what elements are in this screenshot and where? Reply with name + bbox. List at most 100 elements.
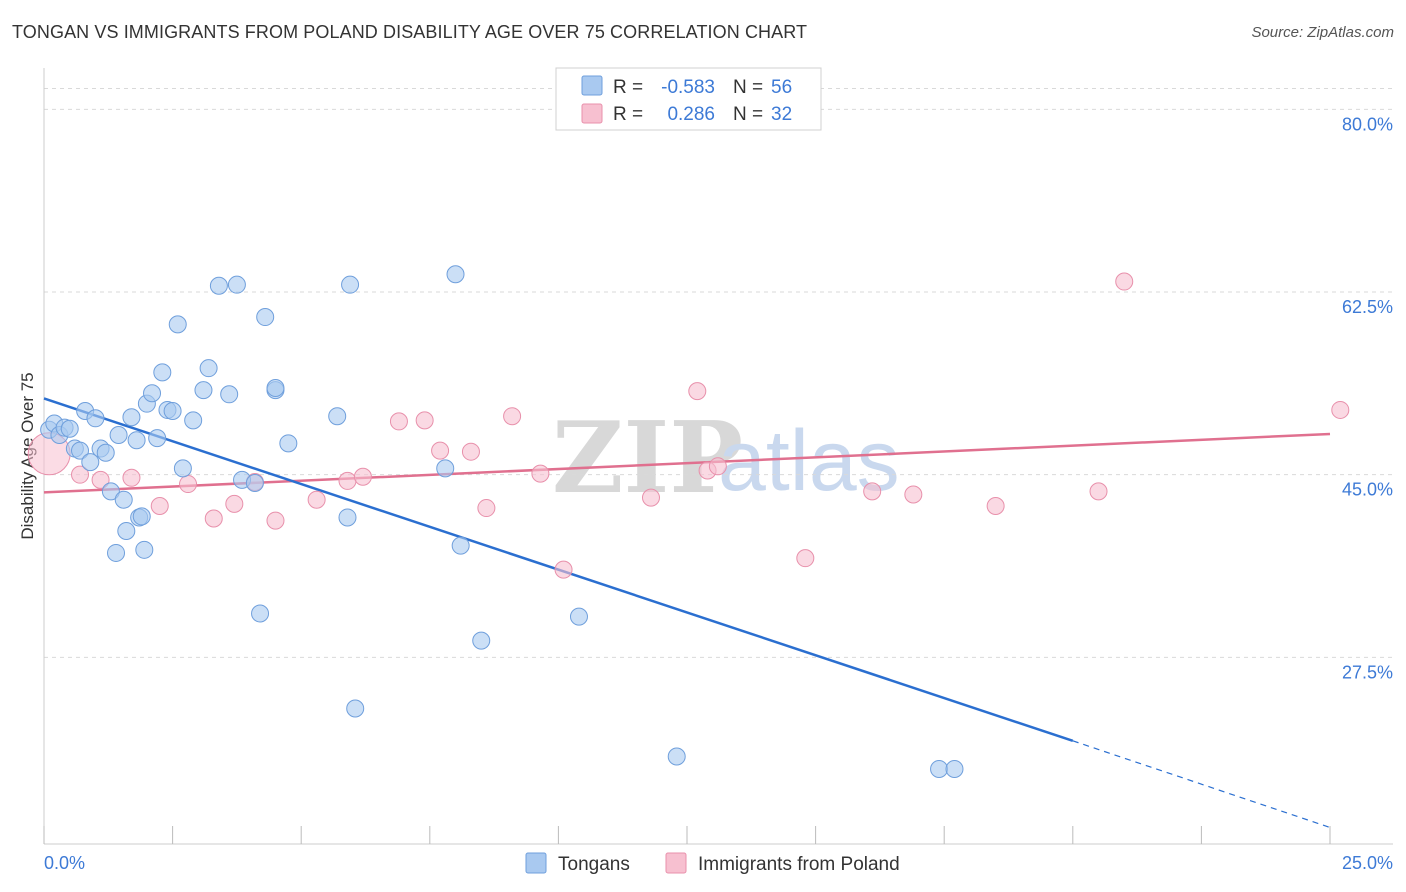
point-tongans bbox=[71, 441, 90, 460]
point-tongans bbox=[109, 425, 128, 444]
point-poland bbox=[531, 464, 550, 483]
point-poland bbox=[503, 407, 522, 426]
legend-r-value-tongans: -0.583 bbox=[661, 77, 715, 98]
point-tongans bbox=[148, 429, 167, 448]
point-tongans bbox=[451, 536, 470, 555]
point-tongans bbox=[60, 419, 79, 438]
bottom-legend-swatch-tongans[interactable] bbox=[525, 852, 547, 874]
point-poland bbox=[708, 457, 727, 476]
point-poland bbox=[1089, 482, 1108, 501]
point-poland bbox=[863, 482, 882, 501]
bottom-legend-label-tongans[interactable]: Tongans bbox=[558, 854, 630, 875]
point-tongans bbox=[122, 408, 141, 427]
correlation-legend: R = -0.583 N = 56 R = 0.286 N = 32 bbox=[555, 67, 822, 131]
point-tongans bbox=[107, 543, 126, 562]
y-tick-label: 45.0% bbox=[1342, 480, 1393, 500]
legend-n-label-poland: N = bbox=[733, 104, 763, 125]
trend-lines bbox=[43, 397, 1331, 829]
point-tongans bbox=[81, 453, 100, 472]
point-poland bbox=[477, 499, 496, 518]
legend-r-label-tongans: R = bbox=[613, 77, 643, 98]
point-tongans bbox=[153, 363, 172, 382]
point-tongans bbox=[472, 631, 491, 650]
bottom-legend-swatch-poland[interactable] bbox=[665, 852, 687, 874]
series-legend[interactable]: Tongans Immigrants from Poland bbox=[525, 852, 900, 875]
point-tongans bbox=[173, 459, 192, 478]
point-poland bbox=[431, 441, 450, 460]
point-poland bbox=[204, 509, 223, 528]
point-tongans bbox=[569, 607, 588, 626]
trend-line-tongans-extrapolated bbox=[1072, 740, 1331, 829]
point-tongans bbox=[256, 308, 275, 327]
point-tongans bbox=[132, 507, 151, 526]
point-poland bbox=[461, 442, 480, 461]
y-tick-label: 62.5% bbox=[1342, 297, 1393, 317]
point-tongans bbox=[194, 381, 213, 400]
point-tongans bbox=[266, 379, 285, 398]
series-tongans-points bbox=[40, 265, 964, 779]
point-tongans bbox=[168, 315, 187, 334]
point-poland bbox=[688, 382, 707, 401]
point-poland bbox=[353, 467, 372, 486]
x-tick-label-max: 25.0% bbox=[1342, 853, 1393, 873]
point-tongans bbox=[341, 275, 360, 294]
point-tongans bbox=[96, 443, 115, 462]
point-tongans bbox=[338, 508, 357, 527]
point-tongans bbox=[86, 409, 105, 428]
point-poland bbox=[150, 496, 169, 515]
chart-title: TONGAN VS IMMIGRANTS FROM POLAND DISABIL… bbox=[12, 22, 808, 42]
point-tongans bbox=[143, 384, 162, 403]
point-tongans bbox=[127, 431, 146, 450]
x-tick-label-min: 0.0% bbox=[44, 853, 85, 873]
legend-r-label-poland: R = bbox=[613, 104, 643, 125]
point-tongans bbox=[436, 459, 455, 478]
point-poland bbox=[266, 511, 285, 530]
point-tongans bbox=[114, 490, 133, 509]
point-poland bbox=[307, 490, 326, 509]
point-poland bbox=[641, 488, 660, 507]
point-tongans bbox=[220, 385, 239, 404]
point-tongans bbox=[227, 275, 246, 294]
point-tongans bbox=[251, 604, 270, 623]
point-tongans bbox=[446, 265, 465, 284]
point-tongans bbox=[245, 474, 264, 493]
point-poland bbox=[904, 485, 923, 504]
point-poland bbox=[122, 468, 141, 487]
legend-n-value-poland: 32 bbox=[771, 104, 792, 125]
legend-n-value-tongans: 56 bbox=[771, 77, 792, 98]
source-label: Source: ZipAtlas.com bbox=[1251, 24, 1394, 41]
point-poland bbox=[71, 465, 90, 484]
point-poland bbox=[1331, 400, 1350, 419]
bottom-legend-label-poland[interactable]: Immigrants from Poland bbox=[698, 854, 900, 875]
point-poland bbox=[415, 411, 434, 430]
point-poland bbox=[554, 560, 573, 579]
grid bbox=[44, 87, 1393, 658]
point-poland bbox=[225, 494, 244, 513]
point-tongans bbox=[135, 540, 154, 559]
point-tongans bbox=[101, 482, 120, 501]
point-poland bbox=[796, 549, 815, 568]
point-tongans bbox=[184, 411, 203, 430]
legend-swatch-tongans bbox=[581, 75, 603, 96]
point-poland bbox=[179, 475, 198, 494]
y-tick-label: 80.0% bbox=[1342, 114, 1393, 134]
y-tick-label: 27.5% bbox=[1342, 662, 1393, 682]
point-poland bbox=[986, 496, 1005, 515]
point-tongans bbox=[945, 760, 964, 779]
point-tongans bbox=[209, 276, 228, 295]
point-tongans bbox=[117, 522, 136, 541]
point-tongans bbox=[346, 699, 365, 718]
point-tongans bbox=[328, 407, 347, 426]
point-poland bbox=[389, 412, 408, 431]
legend-n-label-tongans: N = bbox=[733, 77, 763, 98]
legend-swatch-poland bbox=[581, 103, 603, 124]
point-tongans bbox=[667, 747, 686, 766]
point-poland bbox=[1115, 272, 1134, 291]
point-tongans bbox=[279, 434, 298, 453]
y-tick-labels: 27.5% 45.0% 62.5% 80.0% bbox=[1342, 114, 1393, 682]
point-tongans bbox=[199, 359, 218, 378]
y-axis-label: Disability Age Over 75 bbox=[18, 372, 37, 539]
point-poland bbox=[338, 471, 357, 490]
watermark: ZIP atlas bbox=[552, 401, 900, 516]
